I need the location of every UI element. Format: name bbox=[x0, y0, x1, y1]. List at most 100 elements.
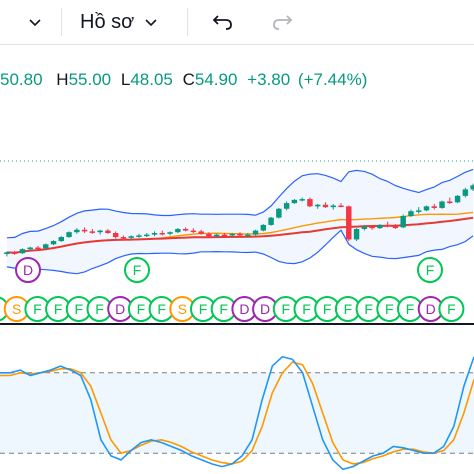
chevron-down-icon bbox=[29, 19, 41, 27]
candle-body bbox=[400, 216, 406, 228]
candle-body bbox=[237, 233, 243, 236]
signal-marker-letter: F bbox=[323, 301, 332, 317]
candle-body bbox=[369, 226, 375, 229]
signal-marker-letter: F bbox=[447, 301, 456, 317]
candle-body bbox=[213, 234, 220, 237]
candle-body bbox=[338, 205, 344, 208]
signal-marker-letter: F bbox=[54, 301, 63, 317]
ohlc-legend: 50.80 H55.00 L48.05 C54.90 +3.80 (+7.44%… bbox=[0, 70, 367, 94]
signal-marker-letter: F bbox=[95, 301, 104, 317]
candle-body bbox=[252, 230, 259, 235]
candle-body bbox=[182, 228, 189, 231]
signal-marker-f bbox=[417, 257, 443, 283]
stochastic-d-line bbox=[0, 361, 474, 465]
bollinger-lower bbox=[6, 229, 474, 275]
candle-body bbox=[206, 233, 212, 237]
candle-body bbox=[27, 247, 33, 250]
price-pane bbox=[0, 160, 474, 275]
candle-body bbox=[97, 230, 103, 233]
signal-marker-letter: F bbox=[219, 301, 228, 317]
signal-marker-letter: S bbox=[12, 301, 21, 317]
bollinger-upper bbox=[6, 168, 474, 239]
high-value: 55.00 bbox=[68, 70, 112, 89]
signal-marker-f bbox=[124, 257, 150, 283]
candle-body bbox=[112, 233, 119, 238]
chevron-down-icon bbox=[145, 19, 157, 27]
signal-marker-letter: F bbox=[302, 301, 311, 317]
candle-body bbox=[198, 231, 204, 234]
candle-body bbox=[416, 210, 422, 212]
candle-body bbox=[353, 228, 360, 240]
candle-body bbox=[66, 232, 72, 238]
stochastic-band bbox=[0, 372, 474, 454]
profile-label: Hồ sơ bbox=[80, 10, 135, 33]
signal-marker-letter: F bbox=[157, 301, 166, 317]
candle-body bbox=[50, 241, 57, 245]
candle-body bbox=[11, 252, 18, 254]
candle-body bbox=[299, 199, 305, 201]
candle-body bbox=[167, 232, 173, 234]
candle-body bbox=[19, 249, 26, 254]
candle-body bbox=[462, 189, 469, 196]
candle-body bbox=[159, 233, 166, 235]
candle-body bbox=[447, 201, 453, 203]
top-toolbar: Hồ sơ bbox=[0, 0, 474, 45]
signal-marker-letter: F bbox=[199, 301, 208, 317]
signal-marker-letter: F bbox=[282, 301, 291, 317]
signal-marker-letter: D bbox=[115, 301, 125, 317]
candle-body bbox=[260, 224, 267, 231]
signal-marker-letter: F bbox=[385, 301, 394, 317]
candle-body bbox=[105, 230, 111, 233]
candle-body bbox=[43, 244, 49, 249]
candle-body bbox=[120, 237, 127, 239]
open-value: 50.80 bbox=[0, 70, 43, 89]
candle-body bbox=[58, 237, 64, 242]
candle-body bbox=[322, 204, 329, 208]
candle-body bbox=[470, 185, 474, 190]
candle-body bbox=[408, 211, 414, 217]
signal-marker-letter: F bbox=[137, 301, 146, 317]
redo-icon bbox=[273, 15, 293, 30]
candle-body bbox=[423, 206, 430, 211]
candle-body bbox=[314, 204, 321, 207]
candle-body bbox=[35, 247, 41, 250]
undo-button[interactable] bbox=[211, 0, 235, 44]
high-label: H bbox=[56, 70, 69, 89]
close-value: 54.90 bbox=[194, 70, 238, 89]
signal-marker-letter: F bbox=[426, 262, 435, 278]
close-label: C bbox=[182, 70, 195, 89]
profile-menu-button[interactable]: Hồ sơ bbox=[80, 0, 158, 44]
candle-body bbox=[190, 230, 197, 233]
change-value: +3.80 bbox=[247, 70, 291, 89]
candle-body bbox=[245, 234, 251, 237]
candle-body bbox=[361, 226, 368, 229]
signal-marker-f bbox=[438, 296, 465, 322]
candle-body bbox=[384, 224, 391, 227]
candle-body bbox=[221, 234, 228, 237]
candle-body bbox=[431, 206, 437, 208]
candle-body bbox=[454, 195, 461, 203]
candle-body bbox=[392, 226, 399, 229]
candle-body bbox=[268, 217, 274, 225]
candle-body bbox=[346, 206, 352, 240]
signal-marker-letter: F bbox=[75, 301, 84, 317]
candle-body bbox=[81, 229, 88, 232]
redo-button[interactable] bbox=[270, 0, 294, 44]
signal-marker-d bbox=[15, 257, 41, 283]
candle-body bbox=[128, 236, 134, 238]
signal-marker-letter: D bbox=[23, 262, 33, 278]
stochastic-pane bbox=[0, 355, 474, 471]
stochastic-k-line bbox=[0, 355, 474, 471]
candle-body bbox=[377, 224, 383, 229]
bollinger-fill bbox=[6, 169, 474, 274]
toolbar-divider bbox=[187, 8, 188, 36]
toolbar-divider bbox=[61, 8, 62, 36]
candle-body bbox=[74, 229, 80, 233]
candle-body bbox=[330, 205, 336, 208]
candle-body bbox=[283, 203, 290, 209]
candle-body bbox=[89, 231, 96, 233]
candle-body bbox=[4, 252, 10, 254]
dropdown-button[interactable] bbox=[28, 0, 42, 44]
low-label: L bbox=[120, 70, 131, 89]
